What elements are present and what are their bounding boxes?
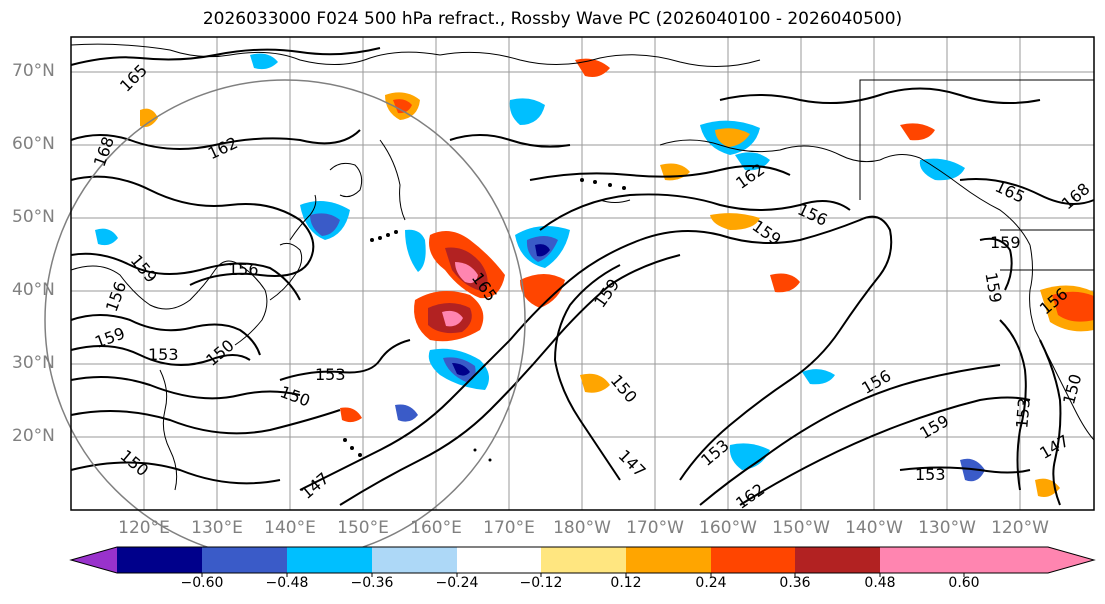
lon-label: 140°E <box>264 518 316 538</box>
lon-label: 130°W <box>918 518 976 538</box>
island-chain <box>343 178 626 462</box>
colorbar-tick-label: 0.60 <box>948 575 980 591</box>
coastlines <box>70 43 1095 491</box>
colorbar-segment <box>457 547 541 573</box>
lon-label: 140°W <box>845 518 903 538</box>
colorbar-extend-right <box>964 547 1094 573</box>
colorbar-segment <box>202 547 287 573</box>
lon-label: 120°E <box>118 518 170 538</box>
lat-label: 40°N <box>12 280 55 300</box>
colorbar-tick-label: −0.12 <box>519 575 563 591</box>
lon-label: 120°W <box>991 518 1049 538</box>
colorbar-tick-label: 0.36 <box>779 575 811 591</box>
colorbar-tick-label: −0.24 <box>435 575 479 591</box>
colorbar-tick-label: −0.36 <box>350 575 394 591</box>
map-border <box>70 36 1095 511</box>
colorbar-tick-label: 0.12 <box>610 575 642 591</box>
colorbar-segment <box>541 547 626 573</box>
contour-label: 156 <box>228 260 259 279</box>
colorbar-segment <box>880 547 964 573</box>
colorbar-tick-label: −0.60 <box>180 575 224 591</box>
lon-label: 160°W <box>699 518 757 538</box>
colorbar-tick-label: 0.24 <box>695 575 727 591</box>
lon-label: 180°W <box>553 518 611 538</box>
anomaly-fills <box>95 53 1094 497</box>
contour-label: 153 <box>315 365 346 384</box>
contour-label: 159 <box>990 233 1021 252</box>
colorbar-segment <box>372 547 457 573</box>
lon-label: 160°E <box>410 518 462 538</box>
map-title: 2026033000 F024 500 hPa refract., Rossby… <box>202 9 903 29</box>
colorbar-segment <box>626 547 711 573</box>
lon-label: 150°E <box>337 518 389 538</box>
lon-label: 170°W <box>626 518 684 538</box>
lon-label: 150°W <box>772 518 830 538</box>
colorbar-segment <box>711 547 795 573</box>
contour-lines <box>70 47 1095 506</box>
lon-label: 170°E <box>483 518 535 538</box>
lat-label: 70°N <box>12 61 55 81</box>
lat-label: 60°N <box>12 134 55 154</box>
contour-label: 153 <box>148 345 179 364</box>
contour-label: 153 <box>915 465 946 484</box>
colorbar-segment <box>117 547 202 573</box>
contour-label: 153 <box>1012 397 1034 429</box>
colorbar-segment <box>287 547 372 573</box>
colorbar-tick-label: 0.48 <box>864 575 896 591</box>
colorbar-extend-left <box>71 547 117 573</box>
colorbar-tick-label: −0.48 <box>265 575 309 591</box>
lat-label: 50°N <box>12 207 55 227</box>
lat-label: 30°N <box>12 353 55 373</box>
colorbar-segment <box>795 547 880 573</box>
lat-label: 20°N <box>12 426 55 446</box>
colorbar <box>69 546 1096 577</box>
lon-label: 130°E <box>191 518 243 538</box>
